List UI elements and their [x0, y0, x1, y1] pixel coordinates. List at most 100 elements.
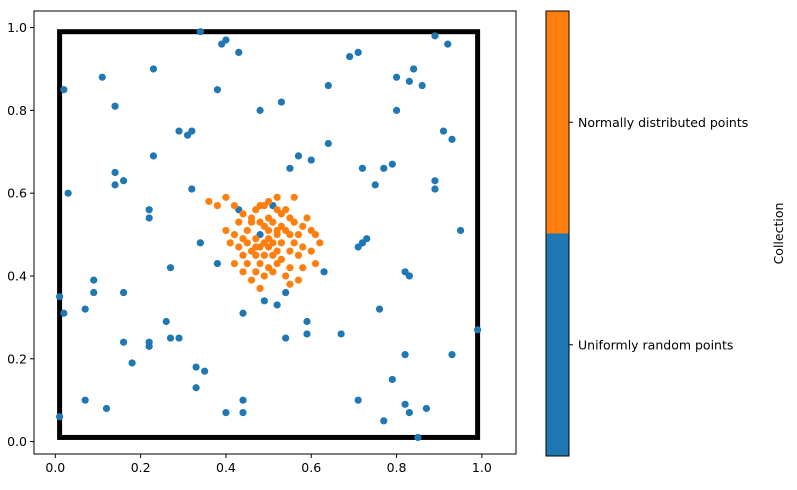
series-0-point-23	[188, 127, 196, 135]
series-1-point-46	[290, 239, 298, 247]
series-0-point-59	[119, 288, 128, 297]
series-0-point-89	[239, 396, 247, 404]
series-1-point-78	[311, 259, 320, 268]
series-1-point-32	[230, 230, 239, 239]
series-0-point-14	[324, 81, 332, 90]
series-0-point-63	[282, 288, 290, 297]
series-0-point-5	[354, 48, 362, 57]
series-1-point-60	[294, 251, 303, 259]
series-0-point-24	[439, 127, 448, 135]
series-1-point-17	[303, 214, 311, 222]
series-0-point-66	[239, 309, 247, 317]
series-0-point-73	[474, 326, 482, 334]
series-0-point-30	[149, 152, 158, 160]
series-1-point-76	[286, 280, 294, 288]
series-0-point-56	[405, 272, 413, 280]
series-0-point-62	[273, 301, 281, 309]
series-0-point-32	[294, 152, 303, 160]
series-0-point-70	[282, 334, 290, 342]
series-1-point-55	[239, 251, 247, 259]
series-0-point-96	[55, 413, 64, 421]
series-0-point-38	[431, 185, 439, 193]
series-1-point-38	[294, 230, 303, 239]
series-0-point-52	[166, 264, 175, 272]
series-0-point-80	[192, 363, 200, 371]
series-1-point-2	[290, 193, 298, 201]
series-0-point-50	[363, 235, 371, 243]
series-0-point-84	[192, 384, 200, 392]
axes-frame	[33, 10, 517, 455]
series-1-point-67	[286, 264, 294, 272]
series-1-point-30	[299, 222, 307, 230]
series-1-point-5	[213, 201, 222, 210]
series-0-point-9	[98, 73, 106, 81]
series-1-point-40	[226, 239, 234, 247]
series-1-point-47	[299, 243, 307, 251]
series-0-point-15	[392, 73, 401, 81]
y-tick-label-0: 0.0	[7, 434, 27, 449]
series-0-point-27	[111, 168, 119, 177]
series-1-point-57	[260, 251, 268, 259]
series-0-point-92	[380, 417, 388, 425]
series-0-point-60	[81, 305, 89, 313]
series-0-point-17	[410, 65, 418, 73]
series-0-point-58	[90, 288, 98, 297]
series-0-point-10	[149, 65, 158, 73]
series-1-point-58	[269, 251, 277, 259]
series-1-point-63	[243, 259, 251, 268]
series-1-point-24	[222, 226, 230, 235]
series-1-point-66	[273, 259, 281, 268]
series-1-point-48	[316, 239, 324, 247]
series-0-point-91	[354, 396, 362, 404]
series-1-point-15	[277, 210, 285, 218]
series-0-point-57	[90, 276, 98, 284]
series-0-point-21	[175, 127, 183, 135]
series-0-point-18	[418, 81, 426, 90]
x-tick-label-0: 0.0	[45, 460, 65, 475]
axes-layer: 0.0 0.2 0.4 0.6 0.8 1.0 0.0 0.2 0.4 0.6 0.8 1.0	[7, 10, 517, 475]
series-1-point-21	[269, 218, 277, 226]
y-tick-label-4: 0.8	[7, 103, 27, 118]
series-1-point-6	[230, 201, 239, 210]
colorbar-frame	[545, 10, 570, 457]
series-0-point-37	[371, 181, 379, 189]
y-tick-label-1: 0.2	[7, 351, 27, 366]
series-0-point-88	[222, 408, 230, 417]
series-1-point-0	[222, 193, 230, 201]
series-0-point-8	[60, 86, 68, 94]
colorbar: Uniformly random points Normally distribu…	[545, 10, 786, 457]
series-0-point-43	[145, 206, 153, 214]
series-0-point-68	[162, 317, 170, 326]
series-0-point-79	[128, 359, 136, 367]
series-0-point-72	[375, 305, 384, 313]
series-0-point-51	[456, 226, 465, 235]
series-0-point-34	[358, 164, 367, 172]
series-0-point-12	[256, 106, 264, 114]
series-1-point-68	[299, 264, 307, 272]
series-1-point-39	[311, 230, 320, 239]
series-0-point-97	[414, 433, 422, 442]
colorbar-segment-1	[546, 11, 569, 234]
y-tick-label-3: 0.6	[7, 186, 27, 201]
plot-area	[57, 29, 481, 440]
series-0-point-16	[405, 77, 413, 85]
series-1-point-34	[252, 235, 260, 243]
series-1-point-52	[265, 243, 273, 251]
x-tick-label-3: 0.6	[301, 460, 321, 475]
series-0-point-81	[201, 367, 209, 375]
series-1-point-64	[256, 259, 264, 268]
series-1-point-77	[294, 276, 303, 284]
series-0-point-83	[448, 351, 456, 359]
series-0-point-95	[422, 404, 431, 413]
series-0-point-19	[111, 102, 119, 110]
series-1-point-27	[265, 226, 273, 235]
series-1-point-9	[252, 206, 260, 214]
y-tick-label-5: 1.0	[7, 20, 27, 35]
series-0-point-78	[175, 334, 183, 342]
series-1-point-37	[286, 230, 294, 239]
series-0-point-25	[448, 135, 456, 143]
colorbar-label: Collection	[771, 203, 786, 265]
series-0-point-41	[188, 185, 196, 193]
series-0-point-31	[286, 164, 294, 172]
